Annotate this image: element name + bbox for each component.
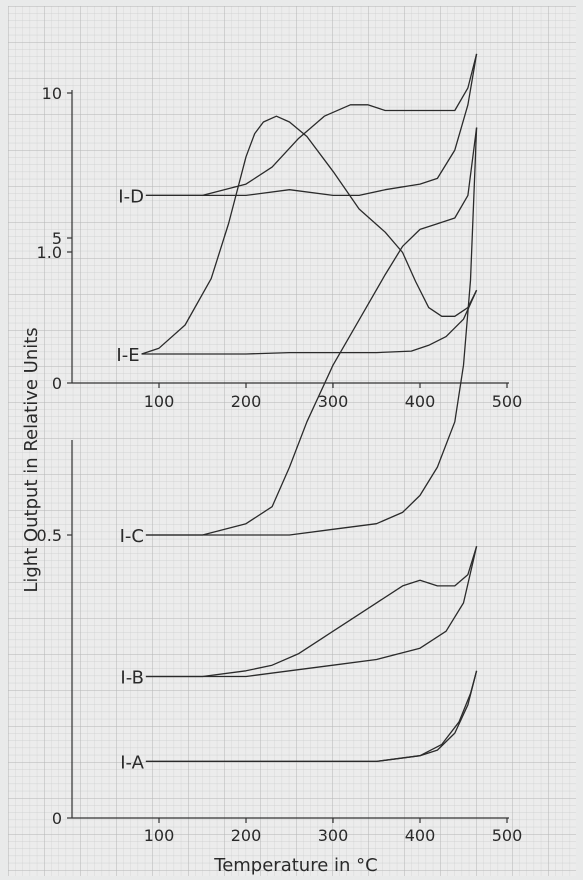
x-tick-label: 300 — [318, 826, 349, 845]
series-label-i-d: I-D — [118, 186, 144, 207]
x-tick-label: 400 — [405, 392, 436, 411]
y-tick-label: 0 — [52, 809, 62, 828]
series-line-i-a-cooling — [145, 670, 478, 763]
x-axis-label: Temperature in °C — [213, 855, 377, 876]
y-tick-label: 5 — [52, 229, 62, 248]
x-tick-label: 100 — [144, 392, 175, 411]
x-tick-label: 300 — [318, 392, 349, 411]
series-line-i-b-cooling — [145, 546, 478, 678]
y-tick-label: 1.0 — [37, 243, 62, 262]
series-line-i-b-heating — [145, 546, 478, 678]
y-tick-label: 0.5 — [37, 526, 62, 545]
series-line-i-d-cooling — [145, 53, 478, 197]
x-tick-label: 500 — [492, 392, 523, 411]
x-tick-label: 500 — [492, 826, 523, 845]
x-tick-label: 100 — [144, 826, 175, 845]
x-tick-label: 200 — [231, 826, 262, 845]
series-line-i-d-heating — [145, 53, 478, 197]
y-tick-label: 10 — [42, 84, 62, 103]
x-tick-label: 400 — [405, 826, 436, 845]
series-line-i-e-heating — [141, 115, 478, 355]
series-label-i-c: I-C — [120, 526, 144, 547]
y-tick-label: 0 — [52, 374, 62, 393]
y-axis-label: Light Output in Relative Units — [21, 327, 42, 592]
series-label-i-b: I-B — [120, 668, 144, 689]
series-label-i-e: I-E — [116, 345, 139, 366]
series-line-i-e-cooling — [141, 289, 478, 355]
x-tick-label: 200 — [231, 392, 262, 411]
series-line-i-c-heating — [145, 127, 478, 536]
series-line-i-c-cooling — [145, 127, 478, 536]
series-label-i-a: I-A — [120, 752, 144, 773]
